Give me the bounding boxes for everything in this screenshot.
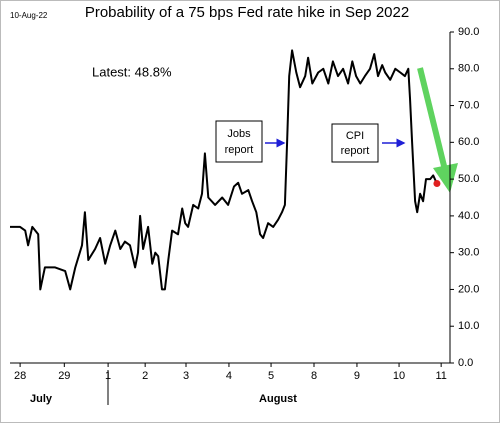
x-tick-label: 28: [14, 370, 26, 382]
annotation-text: CPI: [346, 130, 364, 142]
month-label: July: [30, 393, 53, 405]
y-tick-label: 10.0: [458, 320, 479, 332]
x-tick-label: 29: [58, 370, 70, 382]
annotation-text: Jobs: [227, 128, 251, 140]
latest-point: [433, 180, 441, 188]
annotation-box: [215, 120, 263, 163]
x-tick-label: 1: [105, 370, 111, 382]
y-tick-label: 30.0: [458, 247, 479, 259]
x-tick-label: 11: [435, 370, 446, 382]
x-tick-label: 8: [311, 370, 317, 382]
y-tick-label: 60.0: [458, 136, 479, 148]
x-tick-label: 3: [183, 370, 189, 382]
y-tick-label: 20.0: [458, 283, 479, 295]
chart-title: Probability of a 75 bps Fed rate hike in…: [85, 4, 409, 21]
annotation-text: report: [341, 145, 370, 157]
y-tick-label: 70.0: [458, 99, 479, 111]
date-label: 10-Aug-22: [10, 11, 48, 20]
trend-arrow: [417, 67, 448, 171]
y-tick-label: 40.0: [458, 210, 479, 222]
trend-arrow-head: [433, 163, 458, 193]
x-tick-label: 9: [354, 370, 360, 382]
x-tick-label: 4: [226, 370, 232, 382]
data-line: [10, 49, 438, 291]
y-tick-label: 0.0: [458, 357, 473, 369]
y-tick-label: 50.0: [458, 173, 479, 185]
x-tick-label: 10: [393, 370, 405, 382]
y-tick-label: 90.0: [458, 26, 479, 38]
month-label: August: [259, 393, 297, 405]
annotation-box: [331, 123, 379, 163]
y-tick-label: 80.0: [458, 63, 479, 75]
x-tick-label: 5: [268, 370, 274, 382]
x-tick-label: 2: [142, 370, 148, 382]
latest-label: Latest: 48.8%: [92, 64, 172, 79]
annotation-text: report: [225, 144, 254, 156]
